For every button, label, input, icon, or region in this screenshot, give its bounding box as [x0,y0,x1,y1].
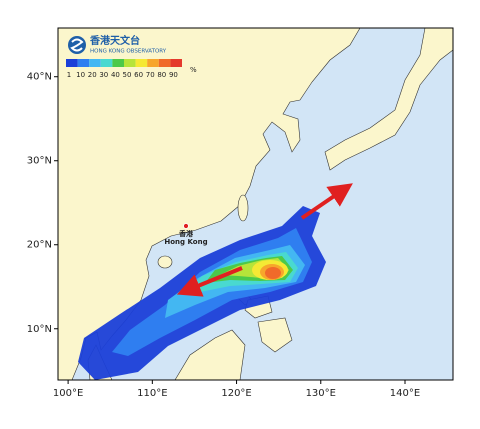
mindanao [257,317,293,353]
colorbar-unit: % [190,66,197,74]
lon-tick-label: 130°E [306,388,336,399]
colorbar-swatch [135,59,148,67]
hong-kong-label-zh: 香港 [178,229,194,238]
lat-tick-label: 20°N [27,240,52,251]
lat-tick-label: 30°N [27,156,52,167]
hong-kong-marker [183,223,189,229]
lon-tick-label: 110°E [137,388,167,399]
lat-tick-label: 40°N [27,72,52,83]
colorbar-label: 1 [67,71,71,79]
colorbar: 1 10 20 30 40 50 60 70 80 90% [66,59,197,79]
colorbar-swatch [158,59,171,67]
colorbar-swatch [100,59,113,67]
track-arrow [176,266,243,297]
colorbar-swatch [66,59,78,67]
track-arrow [300,183,353,220]
taiwan [237,194,249,222]
colorbar-label: 30 [99,71,108,79]
lat-tick-label: 10°N [27,324,52,335]
logo: 香港天文台 HONG KONG OBSERVATORY [68,34,167,55]
contour [265,267,281,279]
lon-tick-label: 100°E [53,388,83,399]
colorbar-label: 10 [76,71,85,79]
logo-icon-s [70,38,84,52]
colorbar-swatch [77,59,90,67]
map-area: 香港 Hong Kong [58,28,453,380]
colorbar-label: 90 [169,71,178,79]
lon-tick-label: 140°E [390,388,420,399]
borneo [174,329,246,380]
logo-name-zh: 香港天文台 [90,34,140,47]
colorbar-swatch [147,59,159,67]
colorbar-swatch [124,59,136,67]
logo-name-en: HONG KONG OBSERVATORY [90,49,167,55]
colorbar-label: 50 [123,71,132,79]
hong-kong-label-en: Hong Kong [164,238,207,246]
axes: 10°N 20°N 30°N 40°N 100°E 110°E 120°E 130°E 140°… [27,72,420,399]
colorbar-label: 20 [88,71,97,79]
colorbar-swatch [170,59,182,67]
colorbar-swatch [112,59,124,67]
japan [324,28,453,171]
colorbar-label: 60 [134,71,143,79]
colorbar-swatch [89,59,101,67]
colorbar-label: 40 [111,71,120,79]
map-frame [57,27,454,381]
hainan [157,255,173,269]
probability-contours [78,206,326,380]
lon-tick-label: 120°E [221,388,251,399]
colorbar-label: 70 [146,71,155,79]
colorbar-label: 80 [157,71,166,79]
